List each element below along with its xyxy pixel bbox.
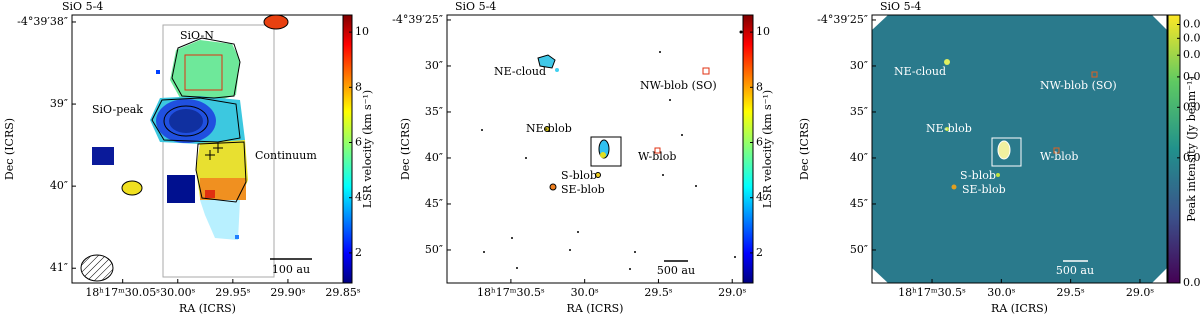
annotation: Continuum	[255, 149, 317, 162]
x-tick-label: 29.5ˢ	[1057, 286, 1085, 299]
x-tick-label: 29.95ˢ	[215, 286, 250, 299]
x-tick-label: 29.0ˢ	[1126, 286, 1154, 299]
panel-title: SiO 5-4	[62, 0, 103, 13]
annotation: W-blob	[1040, 150, 1078, 163]
annotation: NW-blob (SO)	[640, 79, 717, 92]
annotation: NE-cloud	[494, 65, 546, 78]
y-axis-label: Dec (ICRS)	[399, 118, 412, 180]
colorbar-tick-label: 4	[756, 191, 763, 204]
colorbar-tick-label: 10	[756, 25, 770, 38]
annotation: NW-blob (SO)	[1040, 79, 1117, 92]
y-tick-label: 45″	[425, 197, 443, 210]
colorbar	[342, 14, 353, 284]
x-tick-label: 18ʰ17ᵐ30.05ˢ	[85, 286, 160, 299]
y-tick-label: 30″	[850, 59, 868, 72]
x-axis-label: RA (ICRS)	[991, 302, 1048, 315]
y-axis-label: Dec (ICRS)	[3, 118, 16, 180]
x-tick-label: 30.0ˢ	[571, 286, 599, 299]
annotation: S-blob	[561, 169, 597, 182]
annotation: SiO-peak	[92, 103, 143, 116]
colorbar	[1167, 14, 1181, 284]
colorbar-tick-label: 0.015	[1183, 70, 1200, 83]
x-tick-label: 30.00ˢ	[160, 286, 195, 299]
colorbar-tick-label: 4	[355, 191, 362, 204]
colorbar	[742, 14, 754, 284]
annotation: NE-blob	[526, 122, 572, 135]
panel-1-image	[80, 14, 312, 282]
colorbar-tick-label: 6	[756, 136, 763, 149]
annotation: S-blob	[960, 169, 996, 182]
y-tick-label: -4°39′38″	[17, 15, 68, 28]
scale-label: 500 au	[657, 264, 695, 277]
scale-label: 500 au	[1056, 264, 1094, 277]
y-tick-label: 30″	[425, 59, 443, 72]
y-axis-label: Dec (ICRS)	[798, 118, 811, 180]
y-tick-label: 41″	[50, 261, 68, 274]
y-tick-label: 40″	[850, 151, 868, 164]
colorbar-tick-label: 0.025	[1183, 31, 1200, 44]
panel-title: SiO 5-4	[455, 0, 496, 13]
scale-label: 100 au	[272, 263, 310, 276]
y-tick-label: 40″	[425, 151, 443, 164]
y-tick-label: 35″	[850, 105, 868, 118]
colorbar-tick-label: 6	[355, 136, 362, 149]
y-tick-label: 50″	[850, 243, 868, 256]
colorbar-tick-label: 10	[355, 25, 369, 38]
x-axis-label: RA (ICRS)	[567, 302, 624, 315]
colorbar-tick-label: 0.030	[1183, 17, 1200, 30]
annotation: SE-blob	[561, 183, 605, 196]
colorbar-tick-label: 8	[355, 80, 362, 93]
x-tick-label: 30.0ˢ	[987, 286, 1015, 299]
panel-2-image	[481, 30, 743, 270]
colorbar-tick-label: 0.000	[1183, 276, 1200, 289]
colorbar-label: LSR velocity (km s⁻¹)	[361, 90, 374, 208]
colorbar-tick-label: 0.020	[1183, 48, 1200, 61]
colorbar-tick-label: 0.005	[1183, 151, 1200, 164]
x-axis-label: RA (ICRS)	[179, 302, 236, 315]
annotation: NE-cloud	[894, 65, 946, 78]
y-tick-label: 50″	[425, 243, 443, 256]
colorbar-tick-label: 8	[756, 80, 763, 93]
annotation: SiO-N	[180, 29, 214, 42]
y-tick-label: 35″	[425, 105, 443, 118]
colorbar-tick-label: 2	[756, 246, 763, 259]
panel-title: SiO 5-4	[880, 0, 921, 13]
panel-3-image	[872, 15, 1167, 283]
x-tick-label: 29.85ˢ	[325, 286, 360, 299]
annotation: W-blob	[638, 150, 676, 163]
colorbar-tick-label: 2	[355, 246, 362, 259]
colorbar-label: Peak intensity (Jy beam⁻¹)	[1185, 76, 1198, 222]
x-tick-label: 29.90ˢ	[270, 286, 305, 299]
colorbar-tick-label: 0.010	[1183, 100, 1200, 113]
x-tick-label: 29.0ˢ	[718, 286, 746, 299]
x-tick-label: 18ʰ17ᵐ30.5ˢ	[477, 286, 545, 299]
y-tick-label: 40″	[50, 179, 68, 192]
annotation: NE-blob	[926, 122, 972, 135]
x-tick-label: 18ʰ17ᵐ30.5ˢ	[898, 286, 966, 299]
x-tick-label: 29.5ˢ	[644, 286, 672, 299]
y-tick-label: -4°39′25″	[817, 13, 868, 26]
axes-frame	[446, 14, 744, 284]
y-tick-label: 39″	[50, 97, 68, 110]
colorbar-label: LSR velocity (km s⁻¹)	[761, 90, 774, 208]
y-tick-label: 45″	[850, 197, 868, 210]
y-tick-label: -4°39′25″	[392, 13, 443, 26]
axes-frame	[871, 14, 1168, 284]
annotation: SE-blob	[962, 183, 1006, 196]
